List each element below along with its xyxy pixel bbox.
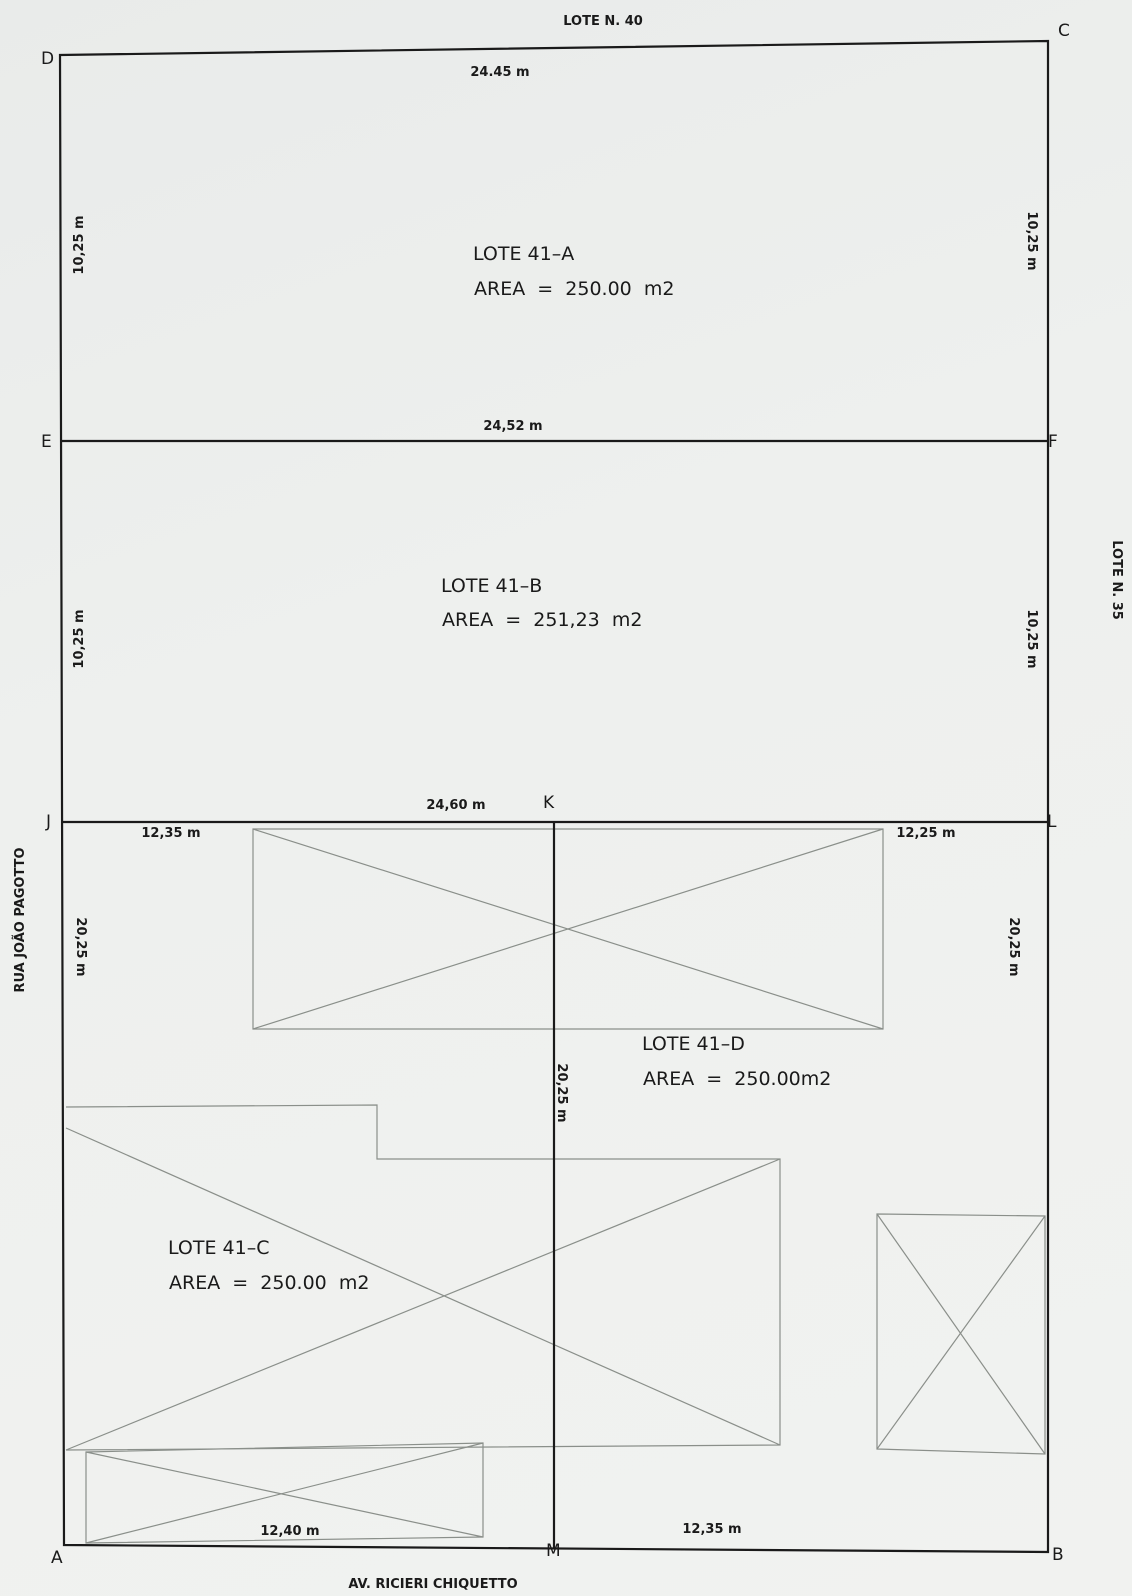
dim-j-k: 24,60 m	[426, 798, 485, 813]
dim-d-e: 10,25 m	[72, 215, 87, 274]
dim-l-b: 20,25 m	[1006, 917, 1021, 976]
point-c: C	[1058, 21, 1070, 41]
building-main-l-shaped	[65, 1104, 781, 1451]
point-a: A	[51, 1548, 63, 1568]
lot-labels: LOTE 41–A AREA = 250.00 m2 LOTE 41–B ARE…	[168, 243, 831, 1294]
lot-a-name: LOTE 41–A	[473, 243, 574, 265]
street-left-label: RUA JOÃO PAGOTTO	[12, 847, 28, 992]
dim-j-a: 20,25 m	[73, 917, 88, 976]
dim-d-c: 24.45 m	[470, 65, 529, 80]
dim-e-f: 24,52 m	[483, 419, 542, 434]
dim-j-l-right: 12,25 m	[896, 826, 955, 841]
lot-a-area: AREA = 250.00 m2	[474, 278, 674, 300]
point-labels: D C E F J K L A M B	[41, 21, 1070, 1568]
neighbor-right-label: LOTE N. 35	[1109, 540, 1124, 620]
point-e: E	[41, 432, 52, 452]
point-b: B	[1052, 1545, 1064, 1565]
dim-j-l-left: 12,35 m	[141, 826, 200, 841]
dim-k-m: 20,25 m	[554, 1063, 569, 1122]
street-bottom-label: AV. RICIERI CHIQUETTO	[348, 1577, 517, 1592]
lot-b-name: LOTE 41–B	[441, 575, 542, 597]
lot-boundaries	[58, 39, 1050, 1554]
lot-b-area: AREA = 251,23 m2	[442, 609, 642, 631]
dim-c-f: 10,25 m	[1024, 211, 1039, 270]
lot-d-name: LOTE 41–D	[642, 1033, 745, 1055]
building-bottom-left	[85, 1442, 484, 1544]
dimension-labels: 24.45 m 24,52 m 24,60 m 12,35 m 12,25 m …	[72, 65, 1039, 1539]
neighbor-top-label: LOTE N. 40	[563, 14, 643, 29]
point-f: F	[1048, 432, 1058, 452]
dim-m-b: 12,35 m	[682, 1522, 741, 1537]
neighbor-labels: LOTE N. 40 LOTE N. 35 RUA JOÃO PAGOTTO A…	[12, 14, 1124, 1592]
lot-d-area: AREA = 250.00m2	[643, 1068, 831, 1090]
dim-f-l: 10,25 m	[1024, 609, 1039, 668]
point-d: D	[41, 49, 54, 69]
lot-c-name: LOTE 41–C	[168, 1237, 269, 1259]
building-footprints	[65, 828, 1046, 1544]
outer-boundary	[58, 39, 1050, 1554]
point-k: K	[543, 793, 555, 813]
point-j: J	[45, 812, 51, 832]
building-right-small	[876, 1213, 1046, 1455]
point-l: L	[1047, 812, 1057, 832]
dim-a-m: 12,40 m	[260, 1524, 319, 1539]
building-top-right	[252, 828, 884, 1030]
point-m: M	[546, 1541, 561, 1561]
dim-e-j: 10,25 m	[72, 609, 87, 668]
lot-c-area: AREA = 250.00 m2	[169, 1272, 369, 1294]
